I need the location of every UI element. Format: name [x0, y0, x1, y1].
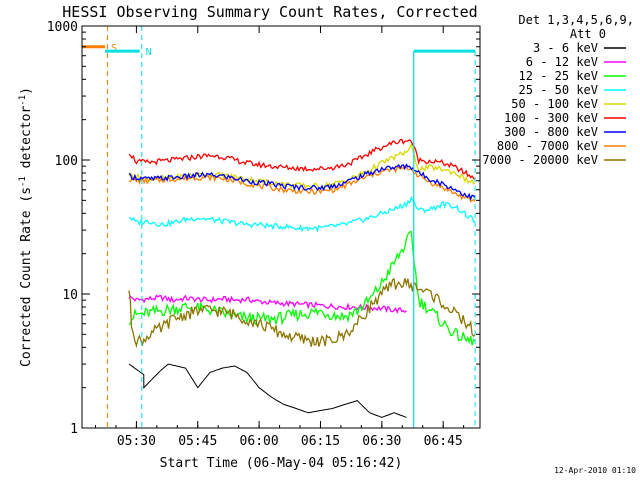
y-axis-label-mid: detector — [19, 106, 34, 177]
y-axis-label-sup2: -1 — [18, 95, 28, 106]
marker-label-n: N — [146, 47, 152, 58]
y-axis-label: Corrected Count Rate (s-1 detector-1) — [18, 87, 34, 367]
series-line-6-12-kev — [128, 294, 407, 315]
chart-title: HESSI Observing Summary Count Rates, Cor… — [62, 3, 477, 21]
plot-frame — [81, 25, 481, 429]
x-tick-label: 05:45 — [178, 434, 217, 449]
legend-label-3-6-kev: 3 - 6 keV — [533, 41, 598, 55]
series-line-3-6-kev — [128, 363, 407, 418]
legend-label-50-100-kev: 50 - 100 keV — [511, 97, 598, 111]
timestamp: 12-Apr-2010 01:10 — [554, 466, 636, 475]
marker-label-s: S — [111, 43, 117, 54]
x-tick-label: 06:00 — [240, 434, 279, 449]
y-axis-label-pre: Corrected Count Rate (s — [19, 187, 34, 367]
legend-label-7000-20000-kev: 7000 - 20000 keV — [482, 153, 598, 167]
legend-header-line-2: Att 0 — [570, 27, 606, 41]
y-tick-label: 1 — [70, 422, 78, 437]
y-axis-label-post: ) — [19, 87, 34, 95]
series-line-800-7000-kev — [128, 165, 476, 203]
legend-label-100-300-kev: 100 - 300 keV — [504, 111, 598, 125]
x-tick-label: 06:45 — [424, 434, 463, 449]
legend-label-25-50-kev: 25 - 50 keV — [519, 83, 598, 97]
legend-label-800-7000-kev: 800 - 7000 keV — [497, 139, 598, 153]
axis-layer: 05:30 05:45 06:00 06:15 06:30 06:45 1 10 100 1000 — [47, 20, 480, 449]
x-axis-label: Start Time (06-May-04 05:16:42) — [160, 456, 403, 471]
y-tick-label: 100 — [55, 154, 78, 169]
series-line-7000-20000-kev — [128, 277, 476, 349]
legend-label-12-25-kev: 12 - 25 keV — [519, 69, 598, 83]
y-tick-label: 10 — [62, 288, 78, 303]
legend-header-line-1: Det 1,3,4,5,6,9, — [518, 13, 634, 27]
series-line-100-300-kev — [128, 138, 476, 180]
y-tick-label: 1000 — [47, 20, 78, 35]
legend-label-300-800-kev: 300 - 800 keV — [504, 125, 598, 139]
x-tick-label: 06:15 — [301, 434, 340, 449]
series-line-12-25-kev — [128, 230, 476, 346]
series-line-300-800-kev — [128, 163, 476, 201]
series-line-25-50-kev — [128, 195, 476, 233]
y-axis-label-sup1: -1 — [18, 176, 28, 187]
x-tick-label: 05:30 — [117, 434, 156, 449]
x-tick-label: 06:30 — [362, 434, 401, 449]
data-layer — [128, 138, 476, 418]
legend-label-6-12-kev: 6 - 12 keV — [526, 55, 598, 69]
